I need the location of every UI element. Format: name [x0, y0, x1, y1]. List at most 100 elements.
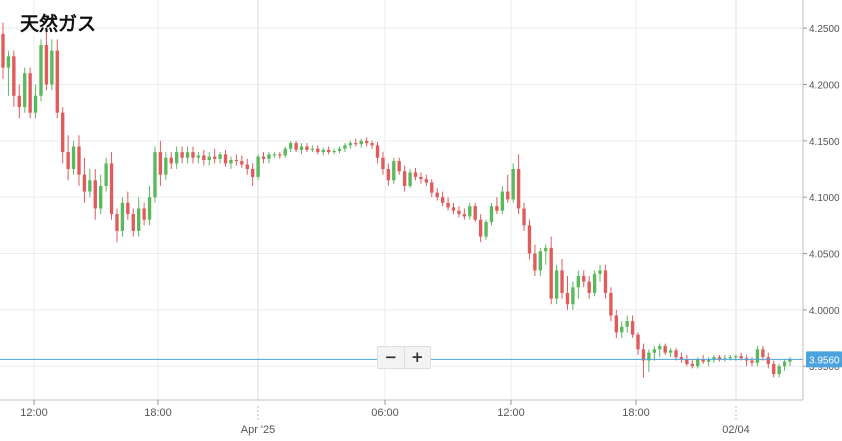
candle — [142, 202, 146, 226]
candle — [446, 197, 450, 211]
candle-body — [788, 359, 792, 362]
candle — [77, 135, 81, 186]
candle-body — [522, 208, 526, 226]
candle — [185, 146, 190, 164]
candle-body — [668, 350, 673, 353]
candle-body — [630, 321, 635, 335]
candle — [44, 28, 49, 91]
candle — [690, 359, 694, 369]
candle-body — [506, 191, 510, 200]
candle — [104, 157, 108, 192]
candle — [12, 50, 16, 108]
candle-body — [364, 140, 369, 144]
zoom-controls: − + — [377, 346, 431, 369]
x-time-label: 12:00 — [20, 407, 48, 419]
candle-body — [772, 363, 776, 375]
candle-body — [50, 50, 54, 85]
candle — [685, 354, 689, 367]
candle-body — [766, 357, 770, 364]
candle-body — [511, 169, 515, 200]
candle-body — [690, 363, 694, 367]
candle — [381, 152, 385, 175]
candle — [658, 343, 662, 358]
candle — [370, 140, 374, 149]
candle — [326, 146, 331, 155]
candle-body — [576, 276, 581, 288]
candle-body — [603, 270, 608, 293]
candle-body — [658, 345, 662, 350]
current-price-tag-bg — [806, 351, 842, 368]
candle — [348, 140, 353, 149]
candle — [61, 107, 65, 164]
candle — [506, 174, 510, 203]
candle-body — [66, 152, 70, 170]
zoom-out-button[interactable]: − — [384, 348, 398, 366]
candle — [256, 154, 260, 181]
candle-body — [761, 349, 765, 358]
candle — [66, 135, 70, 181]
candle-body — [354, 143, 358, 145]
candle-body — [728, 357, 732, 359]
x-time-label: 06:00 — [371, 407, 399, 419]
candle — [343, 143, 347, 153]
candle — [272, 152, 277, 158]
candle-body — [212, 156, 217, 159]
candle — [207, 152, 211, 166]
candle-body — [446, 202, 450, 208]
candle-body — [641, 349, 646, 361]
candle — [17, 84, 21, 119]
candle — [88, 169, 92, 198]
candle — [375, 141, 380, 164]
candle — [234, 154, 239, 166]
candle-body — [408, 172, 412, 186]
candle-body — [218, 154, 222, 159]
candle — [636, 332, 640, 355]
candle — [571, 281, 575, 310]
candle — [516, 154, 521, 215]
candle — [696, 357, 700, 369]
candle-body — [126, 202, 130, 215]
candle-body — [565, 292, 570, 305]
candle — [175, 146, 179, 170]
candle-body — [538, 251, 543, 271]
candle-body — [598, 270, 602, 274]
candle-body — [55, 50, 59, 113]
candle — [120, 197, 125, 237]
zoom-in-button[interactable]: + — [403, 347, 431, 368]
candle-body — [88, 180, 92, 192]
x-time-label: 18:00 — [144, 407, 172, 419]
candle-body — [229, 160, 233, 164]
candle — [663, 343, 667, 355]
candle-body — [397, 161, 401, 172]
candle-body — [185, 152, 190, 158]
candle — [212, 148, 217, 164]
candle-body — [17, 95, 21, 108]
current-price-label: 3.9560 — [809, 355, 840, 366]
candle — [299, 143, 304, 155]
candle — [582, 270, 586, 288]
candle — [158, 140, 163, 186]
candle — [137, 197, 141, 237]
x-time-label: 18:00 — [622, 407, 650, 419]
candle — [554, 264, 559, 305]
candle-body — [435, 192, 439, 198]
candle-body — [6, 56, 11, 68]
candle-body — [685, 359, 689, 364]
candle-body — [272, 154, 277, 156]
candle — [674, 348, 678, 361]
candle-body — [223, 154, 228, 164]
candle-body — [652, 349, 656, 353]
candle-body — [234, 160, 239, 162]
candle-body — [12, 56, 16, 96]
candle-body — [571, 287, 575, 305]
candle-body — [261, 156, 266, 159]
candle-body — [175, 152, 179, 164]
candle — [527, 219, 532, 260]
candle — [321, 147, 325, 156]
candle — [484, 219, 488, 240]
candle — [609, 287, 613, 322]
candle — [755, 345, 760, 367]
candle — [109, 152, 114, 220]
